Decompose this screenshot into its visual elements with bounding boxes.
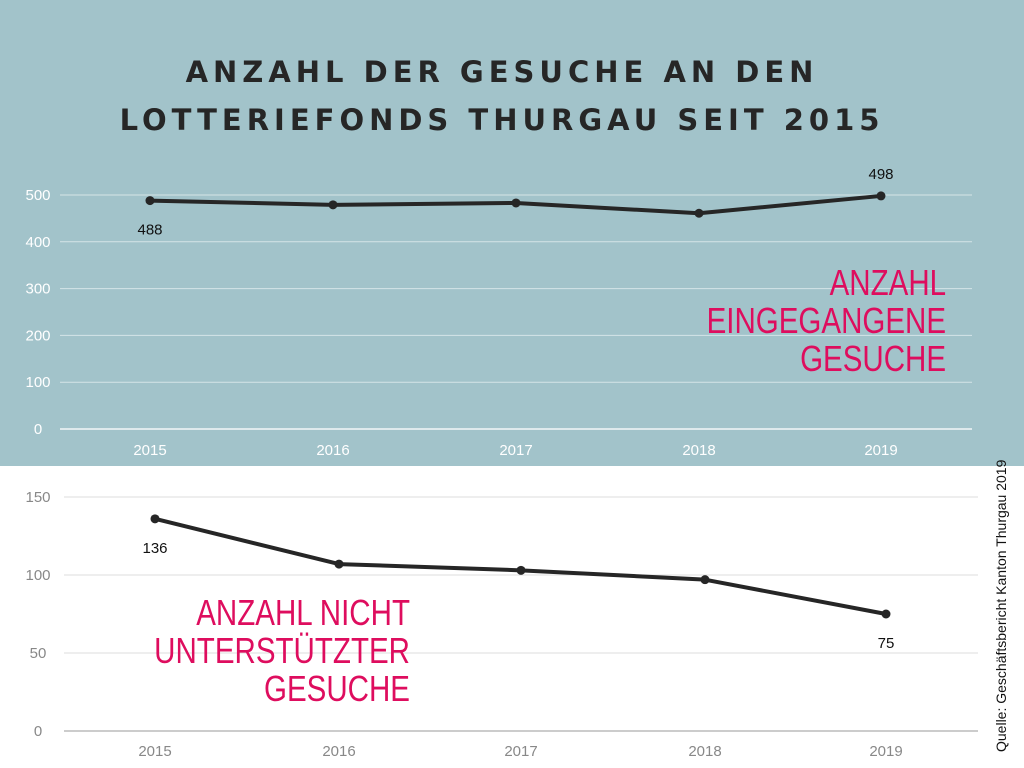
x-tick-label: 2015 — [133, 442, 166, 459]
series-label-line: ANZAHL NICHT — [196, 592, 410, 633]
x-tick-label: 2017 — [504, 743, 537, 760]
data-point — [516, 565, 526, 575]
data-point — [700, 575, 710, 585]
y-tick-label: 50 — [30, 645, 47, 662]
y-tick-label: 0 — [34, 421, 42, 438]
series-label-line: ANZAHL — [829, 262, 946, 303]
x-tick-label: 2017 — [499, 442, 532, 459]
y-tick-label: 100 — [25, 374, 50, 391]
data-label: 498 — [868, 166, 893, 183]
data-point — [881, 609, 891, 619]
data-point — [694, 208, 704, 218]
series-label-eingegangene: ANZAHL EINGEGANGENE GESUCHE — [707, 264, 946, 378]
title-line-1: ANZAHL DER GESUCHE AN DEN — [185, 55, 819, 89]
x-tick-label: 2016 — [322, 743, 355, 760]
data-label: 136 — [142, 540, 167, 557]
chart-eingegangene-gesuche: 0 100 200 300 400 500 2015 2016 2017 2018 2019 488 4… — [25, 166, 972, 459]
chart-nicht-unterstuetzte-gesuche: 0 50 100 150 2015 2016 2017 2018 2019 136 75 — [25, 489, 978, 760]
data-label: 75 — [878, 635, 895, 652]
series-label-nicht-unterstuetzt: ANZAHL NICHT UNTERSTÜTZTER GESUCHE — [154, 594, 410, 708]
data-point — [150, 514, 160, 524]
x-tick-label: 2018 — [688, 743, 721, 760]
y-tick-label: 200 — [25, 327, 50, 344]
y-tick-label: 100 — [25, 567, 50, 584]
y-tick-label: 150 — [25, 489, 50, 506]
y-tick-label: 0 — [34, 723, 42, 740]
title-line-2: LOTTERIEFONDS THURGAU SEIT 2015 — [119, 103, 885, 137]
y-tick-label: 400 — [25, 234, 50, 251]
source-note: Quelle: Geschäftsbericht Kanton Thurgau … — [993, 459, 1009, 752]
series-label-line: UNTERSTÜTZTER — [154, 630, 410, 671]
data-point — [511, 198, 521, 208]
x-tick-label: 2016 — [316, 442, 349, 459]
x-tick-label: 2019 — [864, 442, 897, 459]
data-point — [334, 559, 344, 569]
x-tick-label: 2018 — [682, 442, 715, 459]
top-panel-background — [0, 0, 1024, 466]
x-tick-label: 2019 — [869, 743, 902, 760]
y-tick-label: 500 — [25, 187, 50, 204]
data-point — [876, 191, 886, 201]
data-point — [145, 196, 155, 206]
series-label-line: GESUCHE — [800, 338, 946, 379]
series-label-line: EINGEGANGENE — [706, 300, 946, 341]
data-label: 488 — [137, 222, 162, 239]
series-label-line: GESUCHE — [264, 668, 410, 709]
page-title: ANZAHL DER GESUCHE AN DEN LOTTERIEFONDS … — [0, 48, 1004, 144]
data-point — [328, 200, 338, 210]
y-tick-label: 300 — [25, 281, 50, 298]
x-tick-label: 2015 — [138, 743, 171, 760]
